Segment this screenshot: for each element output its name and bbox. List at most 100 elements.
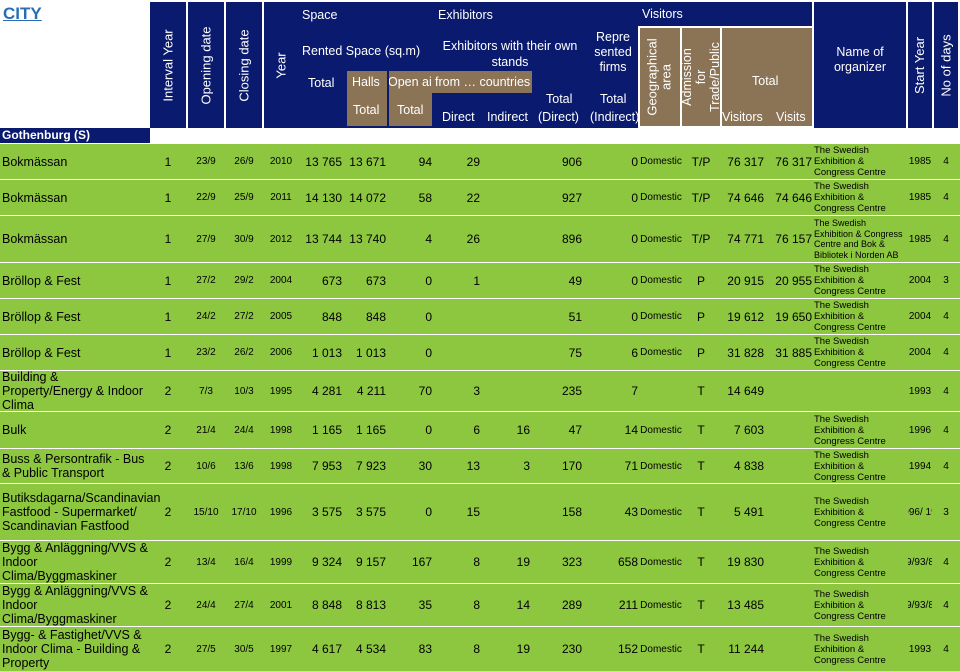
cell-visits bbox=[764, 541, 812, 583]
cell-org: The Swedish Exhibition & Congress Centre bbox=[814, 413, 886, 447]
cell-adm: T bbox=[697, 555, 705, 569]
cell-org: The Swedish Exhibition & Congress Centre bbox=[814, 181, 886, 214]
cell-interval: 2 bbox=[164, 642, 172, 656]
cell-open: 13/4 bbox=[196, 556, 216, 568]
cell-halls: 8 813 bbox=[355, 598, 386, 612]
table-row: Bokmässan 1 27/9 30/9 2012 13 744 13 740 4 26 896… bbox=[0, 216, 960, 262]
header-halls: Halls bbox=[352, 75, 380, 89]
cell-days: 4 bbox=[943, 424, 949, 436]
cell-start: 1996 bbox=[908, 424, 932, 436]
cell-days: 3 bbox=[943, 506, 949, 518]
cell-direct: 13 bbox=[466, 459, 480, 473]
cell-halls: 4 211 bbox=[356, 384, 386, 398]
cell-geo: Domestic bbox=[640, 643, 682, 655]
cell-close: 27/4 bbox=[234, 599, 254, 611]
cell-open: 24/4 bbox=[196, 599, 216, 611]
cell-total: 1 013 bbox=[311, 345, 342, 360]
header-open-air-box: Open air Total bbox=[389, 71, 432, 126]
cell-year: 2010 bbox=[269, 156, 293, 167]
header-direct: Direct bbox=[442, 110, 475, 124]
cell-adm: T bbox=[697, 423, 705, 437]
header-open-air-total: Total bbox=[397, 103, 424, 117]
cell-tot-direct: 906 bbox=[561, 154, 582, 169]
cell-visitors: 4 838 bbox=[733, 459, 764, 473]
cell-total: 1 165 bbox=[311, 423, 342, 437]
cell-visits: 20 955 bbox=[775, 273, 812, 288]
cell-year: 1998 bbox=[269, 424, 293, 436]
header-open-air: Open air bbox=[389, 75, 432, 89]
cell-open-air: 35 bbox=[418, 598, 432, 612]
cell-name: Bygg & Anläggning/VVS & Indoor Clima/Byg… bbox=[2, 584, 148, 626]
cell-open: 21/4 bbox=[196, 424, 216, 436]
cell-visitors: 7 603 bbox=[733, 423, 764, 437]
header-geographical-area: Geographical area bbox=[640, 28, 680, 126]
cell-tot-direct: 47 bbox=[568, 423, 582, 437]
header-space: Space bbox=[302, 8, 338, 22]
cell-tot-indirect: 0 bbox=[631, 232, 638, 246]
cell-interval: 1 bbox=[164, 273, 172, 288]
cell-close: 26/2 bbox=[234, 347, 254, 358]
cell-interval: 1 bbox=[164, 345, 172, 360]
city-link[interactable]: CITY bbox=[3, 4, 42, 23]
cell-days: 4 bbox=[943, 233, 949, 245]
cell-indirect: 3 bbox=[523, 459, 530, 473]
cell-tot-indirect: 0 bbox=[631, 190, 638, 205]
cell-adm: T bbox=[697, 384, 705, 398]
cell-visitors: 20 915 bbox=[727, 273, 764, 288]
cell-adm: T bbox=[697, 505, 705, 519]
cell-visitors: 19 830 bbox=[727, 555, 764, 569]
cell-adm: T bbox=[697, 642, 705, 656]
cell-geo: Domestic bbox=[640, 311, 682, 322]
cell-start: 1996/ 199 bbox=[908, 506, 932, 518]
cell-open: 15/10 bbox=[193, 506, 219, 518]
header-space-total: Total bbox=[308, 76, 335, 90]
table-row: Bröllop & Fest 1 24/2 27/2 2005 848 848 0 51 0 Dom… bbox=[0, 299, 960, 334]
cell-tot-indirect: 6 bbox=[631, 345, 638, 360]
cell-interval: 2 bbox=[164, 555, 172, 569]
cell-tot-direct: 927 bbox=[561, 190, 582, 205]
header-halls-box: Halls Total bbox=[347, 71, 387, 126]
cell-org bbox=[814, 371, 906, 411]
cell-geo: Domestic bbox=[640, 506, 682, 518]
cell-tot-indirect: 0 bbox=[631, 154, 638, 169]
cell-close: 27/2 bbox=[234, 311, 254, 322]
cell-visits bbox=[764, 449, 812, 483]
cell-org: The Swedish Exhibition & Congress Centre bbox=[814, 495, 886, 529]
cell-total: 673 bbox=[321, 273, 342, 288]
cell-open: 27/5 bbox=[196, 643, 216, 655]
table-row: Building & Property/Energy & Indoor Clim… bbox=[0, 370, 960, 412]
cell-total: 13 744 bbox=[305, 232, 342, 246]
cell-org: The Swedish Exhibition & Congress Centre bbox=[814, 449, 886, 483]
table-row: Bokmässan 1 23/9 26/9 2010 13 765 13 671 94 29 90… bbox=[0, 144, 960, 179]
cell-open: 23/9 bbox=[196, 156, 216, 167]
cell-open: 27/2 bbox=[196, 275, 216, 286]
cell-visits bbox=[764, 371, 812, 411]
cell-tot-direct: 230 bbox=[561, 642, 582, 656]
cell-halls: 3 575 bbox=[355, 505, 386, 519]
cell-visits: 76 157 bbox=[775, 232, 812, 246]
cell-halls: 848 bbox=[365, 309, 386, 324]
cell-total: 7 953 bbox=[311, 459, 342, 473]
header-no-of-days: No of days bbox=[934, 2, 958, 128]
cell-interval: 2 bbox=[164, 505, 172, 519]
cell-start: 1985 bbox=[908, 192, 932, 203]
cell-tot-indirect: 0 bbox=[631, 273, 638, 288]
cell-interval: 1 bbox=[164, 309, 172, 324]
header-visitors-label: Visitors bbox=[722, 110, 763, 124]
cell-halls: 14 072 bbox=[349, 190, 386, 205]
cell-geo: Domestic bbox=[640, 156, 682, 167]
header-total-indirect-sub: (Indirect) bbox=[590, 110, 640, 124]
cell-adm: T/P bbox=[691, 232, 711, 246]
cell-direct bbox=[432, 335, 480, 370]
cell-total: 9 324 bbox=[311, 555, 342, 569]
cell-close: 24/4 bbox=[234, 424, 254, 436]
table-row: Bokmässan 1 22/9 25/9 2011 14 130 14 072 58 22 92… bbox=[0, 180, 960, 215]
cell-direct: 8 bbox=[473, 598, 480, 612]
cell-year: 2005 bbox=[269, 311, 293, 322]
cell-geo bbox=[640, 371, 682, 411]
cell-visitors: 11 244 bbox=[728, 642, 764, 656]
cell-open-air: 0 bbox=[425, 345, 432, 360]
cell-name: Bröllop & Fest bbox=[2, 345, 81, 360]
cell-adm: T/P bbox=[691, 154, 711, 169]
cell-year: 2011 bbox=[270, 192, 292, 203]
